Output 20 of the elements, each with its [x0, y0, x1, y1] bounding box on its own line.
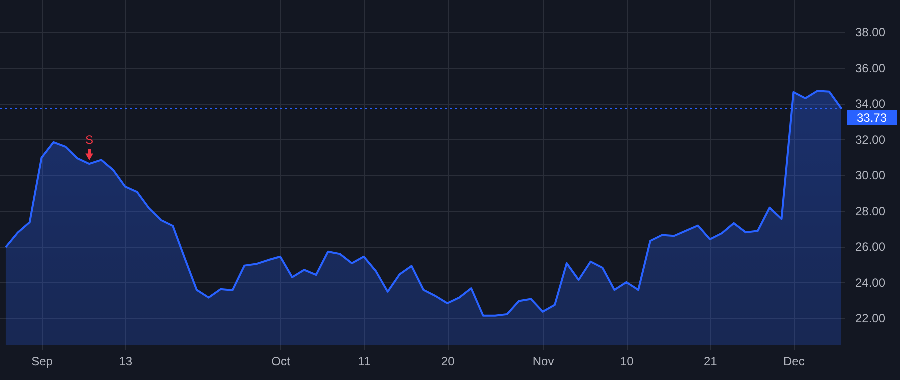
y-tick-label: 28.00: [856, 204, 886, 218]
y-tick-label: 36.00: [856, 61, 886, 76]
y-tick-label: 30.00: [856, 168, 886, 183]
y-tick-label: 26.00: [856, 240, 886, 254]
y-tick-label: 38.00: [856, 26, 886, 40]
annotation: S: [86, 133, 94, 148]
x-tick-label: Nov: [532, 354, 554, 368]
x-tick-label: Dec: [784, 354, 805, 368]
x-tick-label: Oct: [272, 354, 291, 368]
ref-line-label: 33.73: [856, 111, 888, 126]
x-tick-label: Sep: [32, 354, 54, 368]
y-tick-label: 24.00: [856, 276, 886, 290]
x-tick-label: 13: [119, 354, 133, 368]
x-tick-label: 10: [620, 354, 634, 368]
y-tick-label: 34.00: [856, 97, 886, 112]
x-tick-label: 21: [704, 354, 718, 368]
x-tick-label: 11: [358, 354, 372, 368]
y-tick-label: 32.00: [856, 132, 886, 147]
y-tick-label: 22.00: [856, 312, 886, 326]
x-tick-label: 20: [441, 354, 456, 368]
